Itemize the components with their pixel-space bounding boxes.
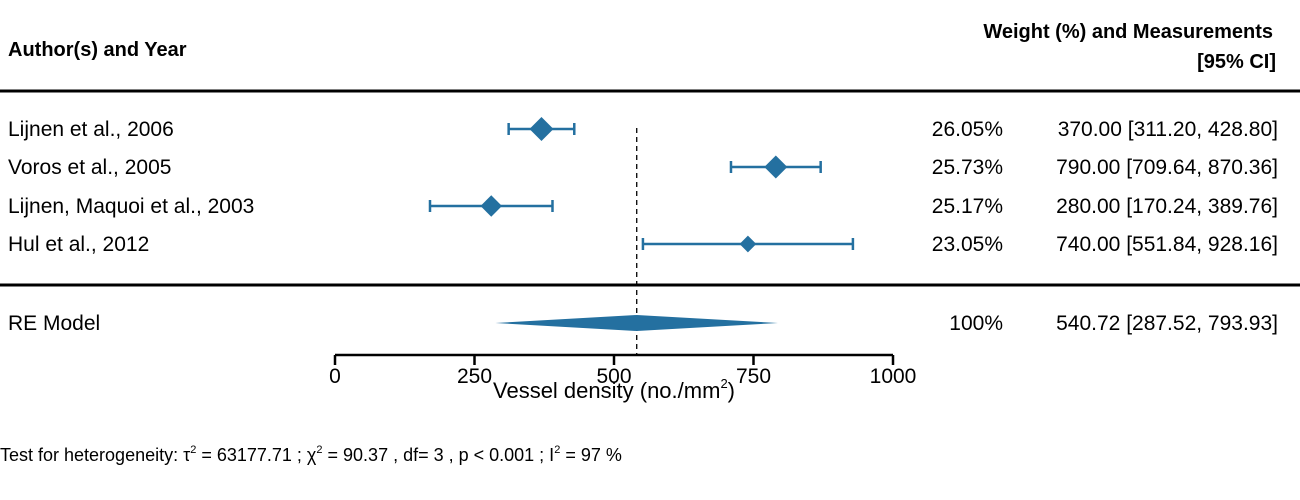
study-ci-text: 740.00 [551.84, 928.16] <box>1056 233 1278 256</box>
summary-ci-text: 540.72 [287.52, 793.93] <box>1056 312 1278 335</box>
study-row: Hul et al., 2012 23.05% 740.00 [551.84, 92… <box>8 233 1278 256</box>
header-ci-label: [95% CI] <box>1197 51 1276 73</box>
study-label: Lijnen, Maquoi et al., 2003 <box>8 195 254 218</box>
x-tick-label: 250 <box>457 365 492 388</box>
summary-diamond <box>495 315 779 331</box>
study-label: Voros et al., 2005 <box>8 156 171 179</box>
study-label: Lijnen et al., 2006 <box>8 118 174 141</box>
study-weight: 26.05% <box>932 118 1003 141</box>
header-weight-label: Weight (%) and Measurements <box>983 21 1273 43</box>
point-estimate-marker <box>529 117 554 141</box>
x-axis: 0 250 500 750 1000 <box>329 353 917 388</box>
study-row: Lijnen et al., 2006 26.05% 370.00 [311.20,… <box>8 117 1278 141</box>
study-weight: 23.05% <box>932 233 1003 256</box>
point-estimate-marker <box>764 155 788 179</box>
header-study-label: Author(s) and Year <box>8 39 187 61</box>
x-tick-label: 1000 <box>870 365 917 388</box>
heterogeneity-test: Test for heterogeneity: τ2 = 63177.71 ; … <box>0 444 622 465</box>
x-tick-label: 0 <box>329 365 341 388</box>
study-ci-text: 790.00 [709.64, 870.36] <box>1056 156 1278 179</box>
study-ci-text: 280.00 [170.24, 389.76] <box>1056 195 1278 218</box>
summary-label: RE Model <box>8 312 100 335</box>
point-estimate-marker <box>739 235 757 253</box>
x-tick-label: 750 <box>736 365 771 388</box>
study-weight: 25.73% <box>932 156 1003 179</box>
study-row: Lijnen, Maquoi et al., 2003 25.17% 280.00 … <box>8 195 1278 218</box>
study-row: Voros et al., 2005 25.73% 790.00 [709.64, … <box>8 155 1278 179</box>
study-label: Hul et al., 2012 <box>8 233 149 256</box>
study-ci-text: 370.00 [311.20, 428.80] <box>1058 118 1278 141</box>
study-rows: Lijnen et al., 2006 26.05% 370.00 [311.20,… <box>8 117 1278 256</box>
point-estimate-marker <box>480 195 502 217</box>
summary-weight: 100% <box>949 312 1003 335</box>
study-weight: 25.17% <box>932 195 1003 218</box>
x-axis-label: Vessel density (no./mm2) <box>493 376 735 403</box>
x-tick-label: 500 <box>596 365 631 388</box>
